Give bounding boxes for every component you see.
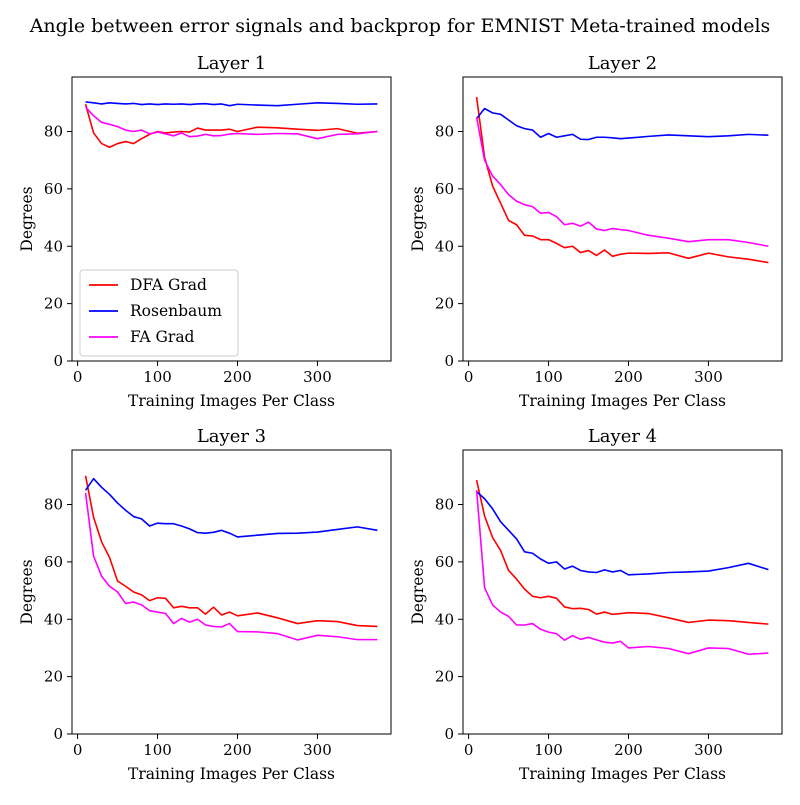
- series-line-dfa-grad: [84, 104, 378, 149]
- axes-frame: [71, 76, 392, 362]
- y-tick-label: 80: [44, 496, 63, 514]
- legend-label-dfa-grad: DFA Grad: [130, 276, 207, 294]
- x-tick-label: 0: [464, 741, 474, 759]
- x-tick-label: 0: [464, 368, 474, 386]
- x-tick-label: 200: [614, 368, 643, 386]
- legend-label-rosenbaum: Rosenbaum: [130, 302, 222, 320]
- x-axis-label: Training Images Per Class: [128, 765, 335, 783]
- x-tick-label: 300: [694, 741, 723, 759]
- y-tick-label: 80: [44, 123, 63, 141]
- subplot-2: Layer 2 0 100 200 300 0 20 40 60 80 Training Image…: [409, 53, 783, 410]
- figure-suptitle: Angle between error signals and backprop…: [29, 15, 771, 37]
- x-tick-label: 100: [534, 741, 563, 759]
- x-axis-label: Training Images Per Class: [128, 392, 335, 410]
- y-tick-label: 40: [435, 610, 454, 628]
- series-line-fa-grad: [475, 490, 769, 656]
- x-tick-label: 100: [143, 741, 172, 759]
- x-tick-label: 300: [694, 368, 723, 386]
- series-line-dfa-grad: [475, 479, 769, 625]
- series-line-fa-grad: [85, 106, 378, 140]
- subplot-4: Layer 4 0 100 200 300 0 20 40 60 80 Training Image…: [409, 426, 783, 783]
- x-tick-label: 100: [143, 368, 172, 386]
- series-line-fa-grad: [84, 492, 378, 641]
- series-line-fa-grad: [475, 117, 769, 248]
- y-tick-label: 60: [44, 180, 63, 198]
- x-tick-label: 300: [303, 741, 332, 759]
- y-axis-label: Degrees: [18, 186, 36, 251]
- y-tick-label: 0: [53, 352, 63, 370]
- subplot-title: Layer 4: [588, 426, 657, 447]
- y-tick-label: 20: [435, 668, 454, 686]
- y-tick-label: 60: [44, 553, 63, 571]
- series-line-rosenbaum: [476, 491, 769, 576]
- y-tick-label: 20: [44, 295, 63, 313]
- legend-label-fa-grad: FA Grad: [130, 328, 195, 346]
- y-tick-label: 20: [44, 668, 63, 686]
- y-tick-label: 40: [435, 237, 454, 255]
- series-line-dfa-grad: [84, 475, 378, 628]
- y-tick-label: 40: [44, 610, 63, 628]
- subplot-title: Layer 2: [588, 53, 657, 74]
- x-tick-label: 300: [303, 368, 332, 386]
- series-line-rosenbaum: [84, 477, 378, 538]
- subplot-1: Layer 1 0 100 200 300 0 20 40 60 80 Training Image…: [18, 53, 392, 410]
- y-tick-label: 0: [53, 725, 63, 743]
- series-line-rosenbaum: [475, 107, 769, 141]
- axes-frame: [462, 76, 783, 362]
- y-axis-label: Degrees: [409, 559, 427, 624]
- x-tick-label: 200: [614, 741, 643, 759]
- y-tick-label: 60: [435, 553, 454, 571]
- y-tick-label: 60: [435, 180, 454, 198]
- y-tick-label: 0: [444, 352, 454, 370]
- series-line-dfa-grad: [475, 96, 769, 264]
- y-tick-label: 80: [435, 496, 454, 514]
- x-tick-label: 0: [73, 368, 83, 386]
- subplot-3: Layer 3 0 100 200 300 0 20 40 60 80 Training Image…: [18, 426, 392, 783]
- subplot-title: Layer 1: [197, 53, 266, 74]
- y-axis-label: Degrees: [18, 559, 36, 624]
- y-tick-label: 80: [435, 123, 454, 141]
- x-tick-label: 0: [73, 741, 83, 759]
- x-tick-label: 200: [223, 368, 252, 386]
- x-axis-label: Training Images Per Class: [519, 765, 726, 783]
- y-axis-label: Degrees: [409, 186, 427, 251]
- y-tick-label: 40: [44, 237, 63, 255]
- x-axis-label: Training Images Per Class: [519, 392, 726, 410]
- axes-frame: [71, 449, 392, 735]
- y-tick-label: 20: [435, 295, 454, 313]
- x-tick-label: 200: [223, 741, 252, 759]
- x-tick-label: 100: [534, 368, 563, 386]
- axes-frame: [462, 449, 783, 735]
- y-tick-label: 0: [444, 725, 454, 743]
- legend: DFA Grad Rosenbaum FA Grad: [79, 269, 239, 357]
- legend-frame: [79, 269, 239, 357]
- subplot-title: Layer 3: [197, 426, 266, 447]
- series-line-rosenbaum: [85, 101, 378, 107]
